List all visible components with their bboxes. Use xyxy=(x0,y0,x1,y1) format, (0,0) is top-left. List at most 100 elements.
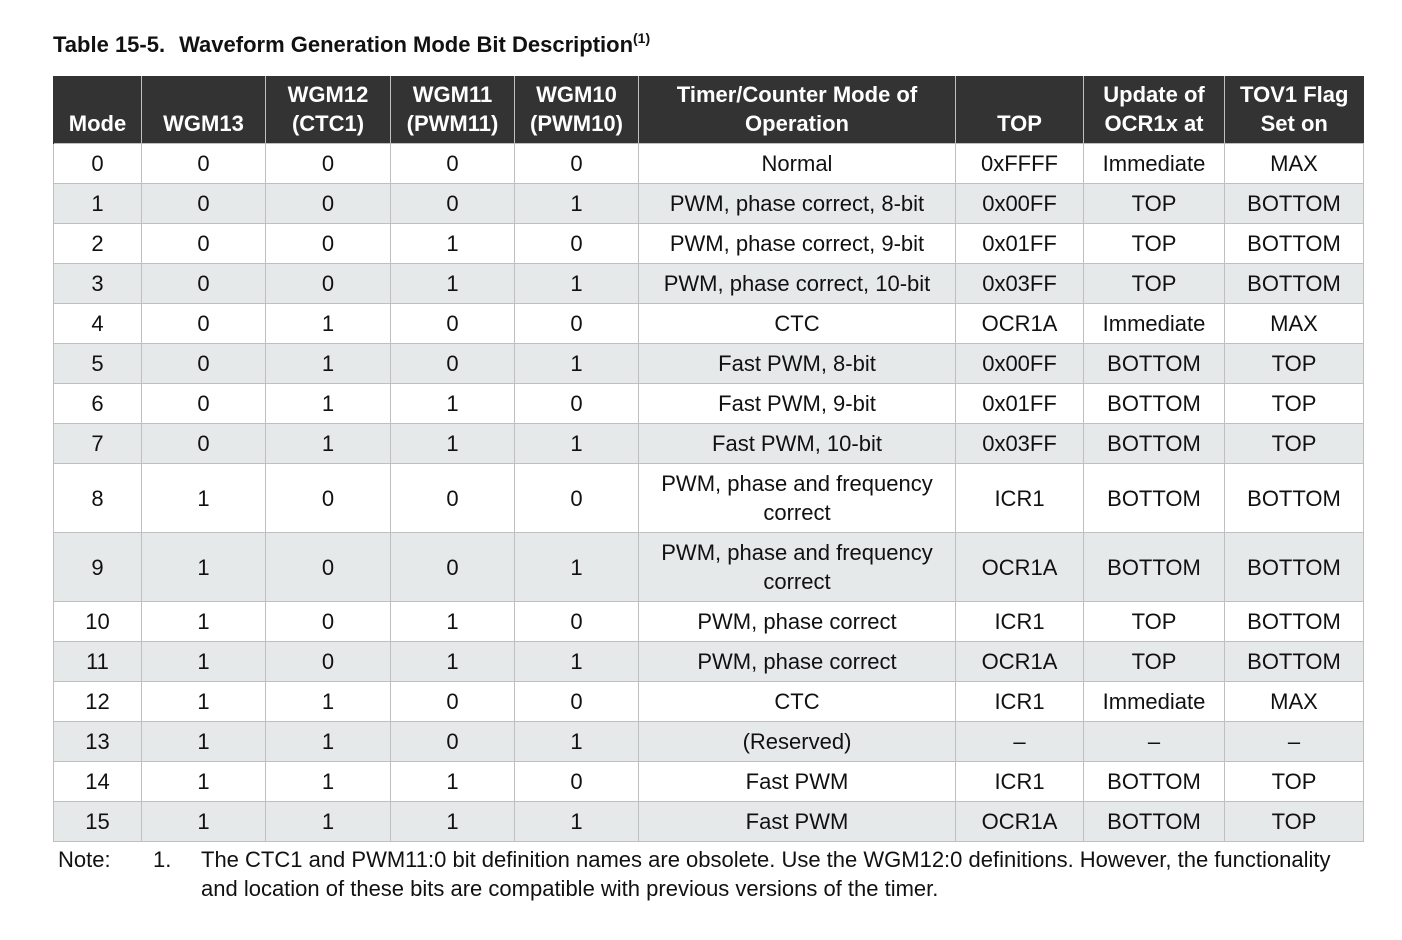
table-cell: TOP xyxy=(1083,183,1225,224)
table-cell: 1 xyxy=(141,801,266,842)
table-cell: 0 xyxy=(141,223,266,264)
table-cell: 7 xyxy=(53,423,142,464)
table-cell: 0x00FF xyxy=(955,343,1084,384)
table-cell: 0 xyxy=(53,143,142,184)
table-cell: 1 xyxy=(141,463,266,533)
table-cell: 0x01FF xyxy=(955,223,1084,264)
table-cell: 1 xyxy=(514,183,639,224)
footnote-reference: (1) xyxy=(633,30,651,46)
table-cell: 0 xyxy=(514,601,639,642)
column-header: TOV1 Flag Set on xyxy=(1224,76,1364,144)
table-cell: 12 xyxy=(53,681,142,722)
table-cell: Normal xyxy=(638,143,956,184)
note-label: Note: xyxy=(58,847,111,872)
table-cell: 0x03FF xyxy=(955,263,1084,304)
table-cell: Fast PWM, 10-bit xyxy=(638,423,956,464)
table-row: 6 0 1 1 0 Fast PWM, 9-bit 0x01FF BOTTOM TOP xyxy=(53,383,1364,424)
column-header-line: WGM12 xyxy=(287,82,369,107)
table-row: 9 1 0 0 1 PWM, phase and frequency correct OCR… xyxy=(53,532,1364,602)
table-row: 15 1 1 1 1 Fast PWM OCR1A BOTTOM TOP xyxy=(53,801,1364,842)
table-cell: – xyxy=(1224,721,1364,762)
table-cell: 0 xyxy=(141,423,266,464)
table-cell: 5 xyxy=(53,343,142,384)
table-cell: 1 xyxy=(390,761,515,802)
table-cell: BOTTOM xyxy=(1083,761,1225,802)
table-cell: 1 xyxy=(514,423,639,464)
table-row: 7 0 1 1 1 Fast PWM, 10-bit 0x03FF BOTTOM TOP xyxy=(53,423,1364,464)
table-cell: 0 xyxy=(265,183,391,224)
note-text: The CTC1 and PWM11:0 bit definition name… xyxy=(201,847,1331,901)
table-cell: Fast PWM, 8-bit xyxy=(638,343,956,384)
column-header-line: WGM10 xyxy=(536,82,617,107)
table-cell: 15 xyxy=(53,801,142,842)
table-cell: BOTTOM xyxy=(1224,641,1364,682)
table-cell: 2 xyxy=(53,223,142,264)
table-cell: 1 xyxy=(265,681,391,722)
table-row: 14 1 1 1 0 Fast PWM ICR1 BOTTOM TOP xyxy=(53,761,1364,802)
table-cell: 0 xyxy=(265,263,391,304)
table-cell: MAX xyxy=(1224,143,1364,184)
table-cell: – xyxy=(955,721,1084,762)
table-cell: PWM, phase correct xyxy=(638,601,956,642)
column-header-line: (CTC1) xyxy=(291,111,365,136)
table-cell: 11 xyxy=(53,641,142,682)
table-cell: 0x01FF xyxy=(955,383,1084,424)
table-cell: TOP xyxy=(1224,383,1364,424)
table-row: 2 0 0 1 0 PWM, phase correct, 9-bit 0x01FF TOP B… xyxy=(53,223,1364,264)
table-cell: 0 xyxy=(514,143,639,184)
table-cell: 8 xyxy=(53,463,142,533)
table-cell: 1 xyxy=(390,383,515,424)
table-cell: 1 xyxy=(141,681,266,722)
table-cell: 1 xyxy=(265,383,391,424)
column-header-line: Set on xyxy=(1260,111,1328,136)
table-cell: 1 xyxy=(265,721,391,762)
table-cell: BOTTOM xyxy=(1083,423,1225,464)
column-header: WGM12 (CTC1) xyxy=(265,76,391,144)
table-cell: PWM, phase correct, 8-bit xyxy=(638,183,956,224)
table-cell: 1 xyxy=(514,343,639,384)
table-cell: PWM, phase correct, 10-bit xyxy=(638,263,956,304)
column-header-line: Mode xyxy=(68,111,127,136)
table-cell: Immediate xyxy=(1083,143,1225,184)
table-cell: 3 xyxy=(53,263,142,304)
column-header-line: TOV1 Flag xyxy=(1240,82,1349,107)
table-cell: 0 xyxy=(390,532,515,602)
table-cell: BOTTOM xyxy=(1083,463,1225,533)
column-header-line: (PWM11) xyxy=(406,111,499,136)
table-cell: 0 xyxy=(390,681,515,722)
column-header-line: Timer/Counter Mode of xyxy=(676,82,918,107)
table-cell: 6 xyxy=(53,383,142,424)
table-cell: BOTTOM xyxy=(1224,263,1364,304)
table-cell: MAX xyxy=(1224,681,1364,722)
table-cell: OCR1A xyxy=(955,303,1084,344)
column-header: Timer/Counter Mode of Operation xyxy=(638,76,956,144)
table-cell: 0 xyxy=(390,183,515,224)
table-cell: 0 xyxy=(265,463,391,533)
table-cell: 1 xyxy=(265,343,391,384)
table-cell: 1 xyxy=(390,641,515,682)
table-cell: TOP xyxy=(1224,423,1364,464)
table-cell: 0xFFFF xyxy=(955,143,1084,184)
table-row: 10 1 0 1 0 PWM, phase correct ICR1 TOP BOTTOM xyxy=(53,601,1364,642)
table-cell: PWM, phase correct, 9-bit xyxy=(638,223,956,264)
table-cell: MAX xyxy=(1224,303,1364,344)
table-cell: 0 xyxy=(141,383,266,424)
table-cell: PWM, phase correct xyxy=(638,641,956,682)
column-header-line: WGM13 xyxy=(163,111,244,136)
table-cell: 0 xyxy=(390,463,515,533)
waveform-mode-table: Mode WGM13 WGM12 (CTC1) WGM11 (PWM11) WGM10 (PW… xyxy=(53,76,1364,842)
table-cell: 0 xyxy=(390,303,515,344)
table-cell: BOTTOM xyxy=(1224,532,1364,602)
table-cell: 10 xyxy=(53,601,142,642)
table-cell: 0 xyxy=(265,143,391,184)
table-title: Waveform Generation Mode Bit Description xyxy=(179,32,634,57)
table-cell: OCR1A xyxy=(955,641,1084,682)
table-row: 1 0 0 0 1 PWM, phase correct, 8-bit 0x00FF TOP B… xyxy=(53,183,1364,224)
table-cell: 1 xyxy=(390,801,515,842)
table-number: Table 15-5. xyxy=(53,32,166,57)
table-cell: 1 xyxy=(514,532,639,602)
table-cell: BOTTOM xyxy=(1083,383,1225,424)
table-cell: 0 xyxy=(265,223,391,264)
table-cell: 1 xyxy=(514,801,639,842)
table-row: 11 1 0 1 1 PWM, phase correct OCR1A TOP BOTTOM xyxy=(53,641,1364,682)
